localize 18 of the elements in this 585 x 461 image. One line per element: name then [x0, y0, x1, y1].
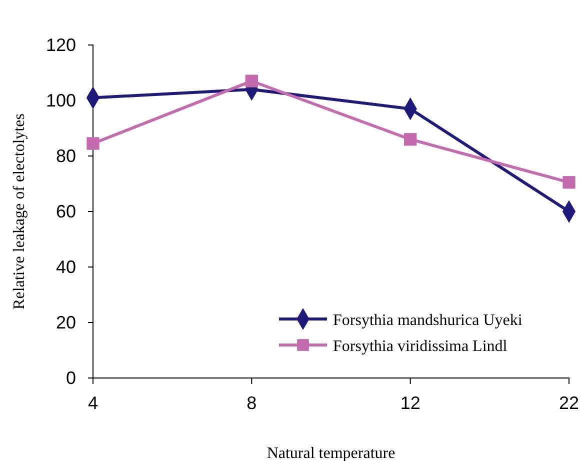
y-tick-label: 60 — [56, 201, 76, 222]
point — [86, 137, 100, 150]
y-tick-label: 80 — [56, 146, 76, 166]
y-tick-label: 120 — [46, 34, 76, 55]
y-axis-title: Relative leakage of electolytes — [11, 114, 28, 310]
x-tick-label: 22 — [558, 392, 580, 413]
y-tick-label: 40 — [56, 256, 76, 277]
y-tick-label: 100 — [46, 90, 76, 110]
point — [562, 176, 576, 189]
legend-label: Forsythia mandshurica Uyeki — [333, 312, 523, 329]
y-tick-label: 20 — [56, 312, 76, 332]
point — [404, 133, 417, 146]
x-tick-label: 4 — [88, 392, 98, 413]
point — [245, 74, 258, 88]
y-tick-label: 0 — [66, 368, 76, 388]
legend-label: Forsythia viridissima Lindl — [333, 338, 508, 355]
x-tick-label: 12 — [400, 392, 420, 413]
x-tick-label: 8 — [246, 392, 257, 413]
